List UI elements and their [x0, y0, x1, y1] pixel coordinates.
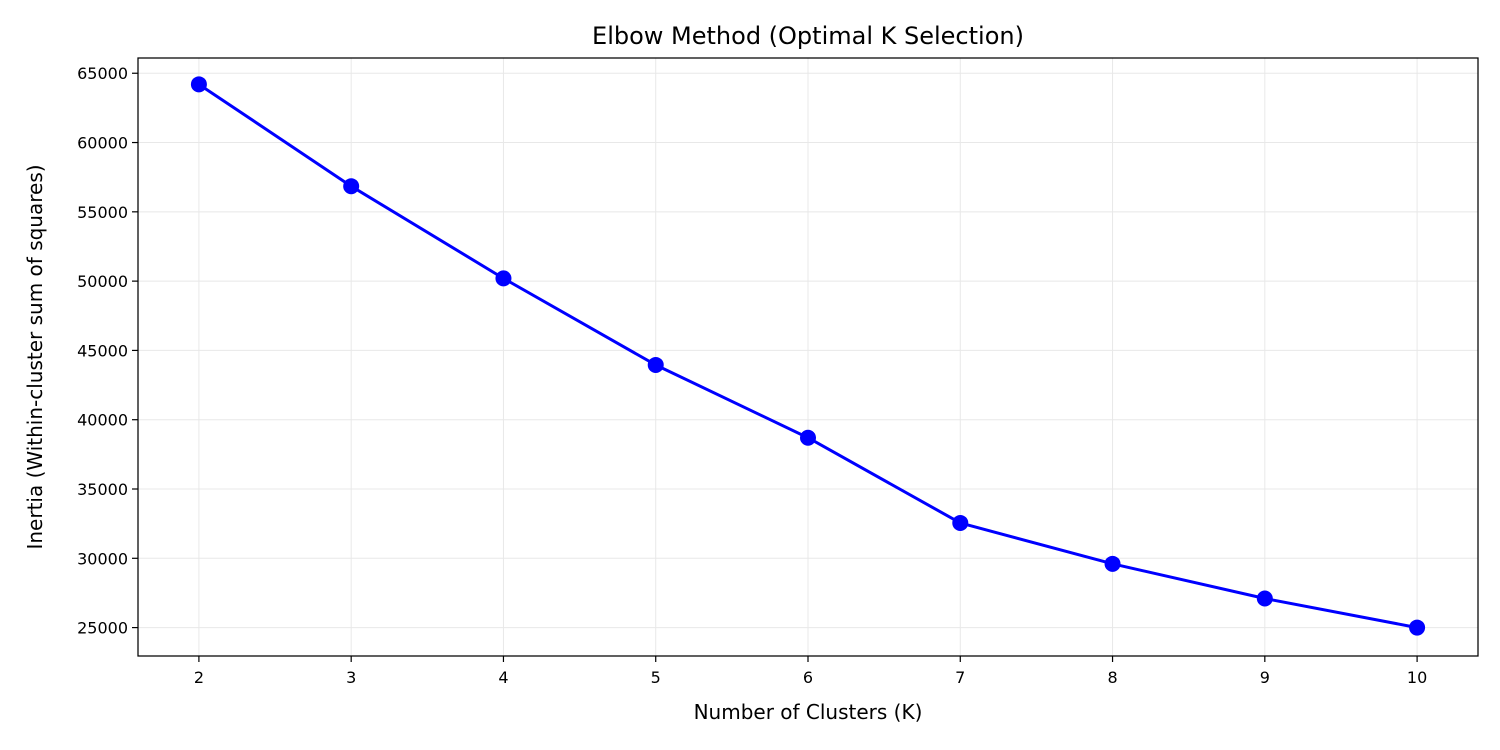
y-tick-label: 60000	[77, 134, 128, 153]
data-point-k-7	[952, 514, 969, 531]
x-tick-label: 6	[803, 668, 813, 687]
data-point-k-5	[647, 356, 664, 373]
y-tick-label: 35000	[77, 480, 128, 499]
y-tick-label: 50000	[77, 272, 128, 291]
data-point-k-4	[495, 270, 512, 287]
y-tick-label: 30000	[77, 549, 128, 568]
tick-layer: 2 3 4 5 6 7 8 9 10 25000 30000 35000 40000 45000 50000…	[77, 64, 1427, 687]
data-point-k-9	[1256, 590, 1273, 607]
x-tick-label: 10	[1407, 668, 1427, 687]
y-tick-label: 65000	[77, 64, 128, 83]
x-tick-label: 8	[1107, 668, 1117, 687]
y-tick-label: 55000	[77, 203, 128, 222]
y-axis-label: Inertia (Within-cluster sum of squares)	[23, 164, 47, 549]
data-point-k-3	[343, 178, 360, 195]
x-tick-label: 4	[498, 668, 508, 687]
y-tick-label: 40000	[77, 411, 128, 430]
x-tick-label: 9	[1260, 668, 1270, 687]
grid-lines	[138, 58, 1478, 656]
data-point-k-2	[190, 76, 207, 93]
plot-frame	[137, 57, 1479, 657]
x-axis-label: Number of Clusters (K)	[694, 700, 923, 724]
series-layer	[190, 76, 1426, 636]
x-tick-label: 3	[346, 668, 356, 687]
y-tick-label: 25000	[77, 619, 128, 638]
data-point-k-10	[1409, 619, 1426, 636]
x-tick-label: 2	[194, 668, 204, 687]
chart-title: Elbow Method (Optimal K Selection)	[592, 22, 1024, 50]
data-point-k-8	[1104, 555, 1121, 572]
data-point-k-6	[800, 429, 816, 446]
x-tick-label: 5	[651, 668, 661, 687]
x-tick-label: 7	[955, 668, 965, 687]
y-tick-label: 45000	[77, 341, 128, 360]
